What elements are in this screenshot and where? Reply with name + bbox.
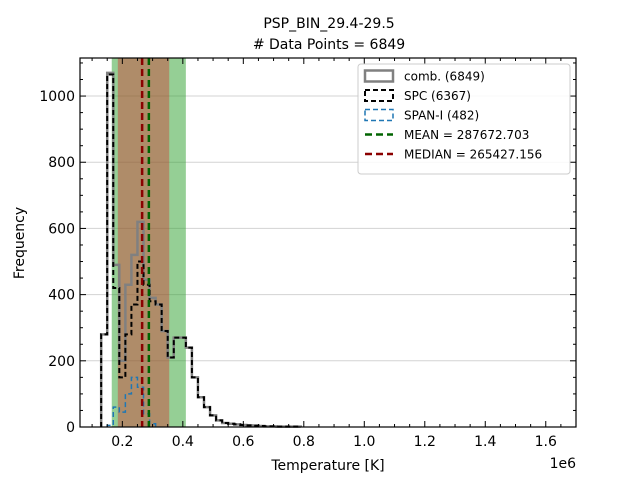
legend-label: MEAN = 287672.703 (404, 128, 529, 142)
y-axis-label: Frequency (12, 207, 28, 279)
y-tick-label: 600 (48, 221, 75, 237)
x-tick-label: 0.6 (232, 434, 254, 450)
x-tick-label: 1.2 (414, 434, 436, 450)
shaded-bands (111, 58, 186, 427)
y-tick-label: 400 (48, 288, 75, 304)
x-tick-label: 1.4 (474, 434, 496, 450)
chart-title: PSP_BIN_29.4-29.5 (263, 16, 394, 32)
y-tick-label: 0 (66, 420, 75, 436)
x-tick-label: 1.0 (353, 434, 375, 450)
x-axis-label: Temperature [K] (270, 458, 384, 474)
x-tick-label: 0.2 (111, 434, 133, 450)
statistic-lines (140, 58, 151, 427)
legend-label: MEDIAN = 265427.156 (404, 148, 542, 162)
legend: comb. (6849) SPC (6367) SPAN-I (482) MEAN =… (357, 63, 571, 175)
y-tick-label: 800 (48, 155, 75, 171)
chart-subtitle: # Data Points = 6849 (253, 37, 405, 53)
legend-label: SPC (6367) (404, 89, 471, 103)
x-tick-label: 0.8 (293, 434, 315, 450)
plot-frame (79, 57, 577, 428)
y-tick-label: 200 (48, 354, 75, 370)
x-tick-label: 0.4 (172, 434, 194, 450)
y-tick-label: 1000 (39, 89, 75, 105)
legend-label: comb. (6849) (404, 70, 485, 84)
legend-frame (357, 63, 571, 175)
x-tick-label: 1.6 (535, 434, 557, 450)
x-axis-offset: 1e6 (550, 456, 577, 472)
legend-swatch (364, 108, 394, 122)
legend-swatch (364, 89, 394, 102)
y-axis-ticks: 0 200 400 600 800 1000 (39, 62, 576, 436)
legend-swatch (363, 69, 395, 83)
legend-label: SPAN-I (482) (404, 109, 479, 123)
x-axis-ticks: 0.2 0.4 0.6 0.8 1.0 1.2 1.4 1.6 (91, 58, 562, 450)
